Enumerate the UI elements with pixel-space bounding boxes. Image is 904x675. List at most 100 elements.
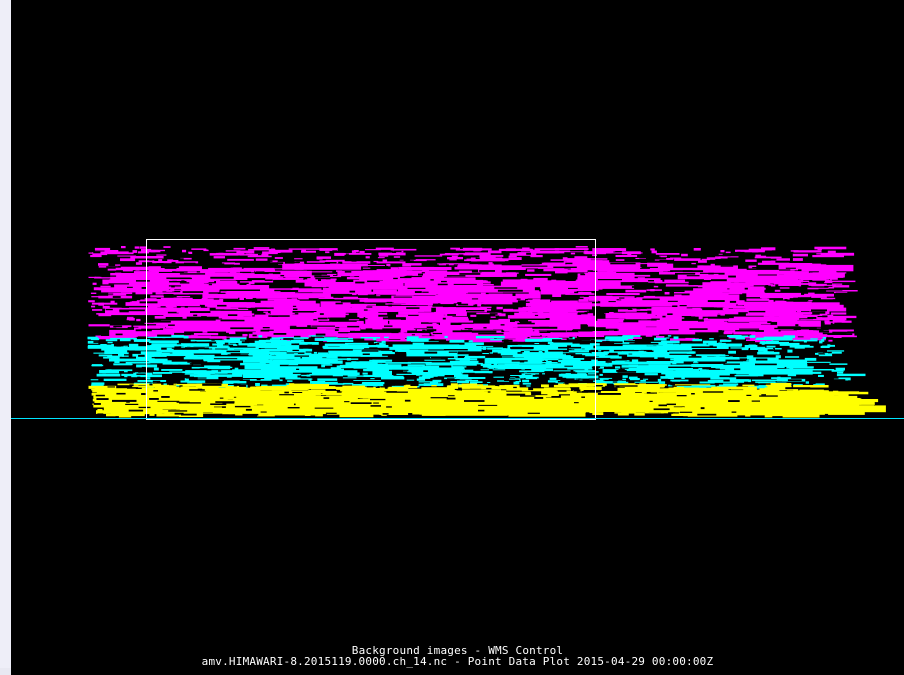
data-gap-dash [432, 305, 445, 307]
magenta-observation-patch [270, 309, 293, 316]
cyan-observation-dash [285, 378, 313, 380]
magenta-observation-dash [706, 257, 721, 259]
magenta-observation-patch [641, 315, 671, 320]
magenta-observation-patch [803, 331, 824, 339]
magenta-observation-patch [335, 303, 368, 307]
magenta-observation-dash [455, 248, 469, 251]
yellow-observation-dash [177, 384, 189, 386]
magenta-observation-dash [337, 253, 372, 255]
magenta-observation-dash [353, 279, 368, 283]
cyan-observation-dash [522, 351, 530, 353]
data-gap-dash [168, 324, 175, 326]
data-gap-dash [389, 369, 409, 371]
point-data-plot-area[interactable]: Background images - WMS Control amv.HIMA… [11, 0, 904, 675]
magenta-observation-dash [828, 286, 835, 289]
yellow-observation-dash [837, 391, 869, 395]
cyan-observation-dash [110, 337, 137, 340]
magenta-observation-dash [794, 338, 816, 341]
data-gap-dash [755, 358, 768, 361]
yellow-observation-dash [742, 384, 755, 387]
data-gap-dash [227, 354, 249, 357]
data-gap-dash [478, 404, 498, 406]
data-gap-dash [245, 408, 252, 411]
data-gap-dash [314, 275, 330, 278]
magenta-observation-dash [263, 269, 275, 272]
cyan-observation-dash [98, 354, 113, 357]
magenta-observation-dash [825, 311, 830, 315]
data-gap-dash [172, 271, 176, 273]
data-gap-dash [383, 329, 400, 331]
cyan-observation-dash [542, 338, 563, 340]
magenta-observation-patch [672, 267, 738, 273]
data-gap-dash [542, 360, 547, 362]
selection-rectangle[interactable] [146, 239, 596, 420]
cyan-observation-dash [222, 381, 234, 384]
magenta-observation-patch [657, 320, 724, 327]
data-gap-dash [280, 275, 285, 277]
cyan-observation-dash [521, 373, 526, 376]
magenta-observation-patch [575, 285, 635, 289]
cyan-observation-dash [330, 338, 353, 340]
cyan-observation-patch [136, 356, 154, 361]
data-gap-dash [106, 266, 121, 268]
yellow-observation-dash [310, 389, 326, 392]
magenta-observation-dash [831, 315, 857, 319]
magenta-observation-dash [575, 246, 588, 248]
data-gap-dash [292, 392, 303, 393]
magenta-observation-dash [587, 335, 602, 337]
cyan-observation-dash [185, 355, 198, 358]
magenta-observation-dash [725, 302, 741, 305]
magenta-observation-dash [437, 263, 470, 265]
data-gap-dash [305, 262, 331, 264]
cyan-observation-patch [525, 354, 571, 359]
data-gap-dash [767, 349, 775, 352]
yellow-observation-dash [506, 387, 529, 391]
magenta-observation-dash [636, 263, 653, 265]
magenta-observation-dash [824, 280, 856, 283]
yellow-observation-patch [235, 409, 320, 416]
cyan-observation-dash [442, 373, 463, 375]
data-gap-dash [504, 379, 520, 381]
magenta-observation-patch [697, 265, 738, 269]
yellow-observation-dash [661, 411, 669, 414]
yellow-observation-dash [547, 393, 559, 396]
magenta-observation-dash [294, 258, 303, 260]
data-gap-dash [573, 389, 581, 392]
magenta-observation-patch [180, 284, 220, 290]
yellow-observation-dash [707, 395, 744, 399]
data-gap-dash [230, 327, 254, 330]
data-gap-dash [834, 322, 842, 325]
cyan-observation-dash [759, 342, 783, 344]
data-gap-dash [735, 330, 760, 332]
data-gap-dash [608, 301, 616, 303]
cyan-observation-dash [670, 358, 674, 361]
cyan-observation-dash [286, 350, 306, 353]
magenta-observation-dash [134, 246, 139, 249]
data-gap-dash [193, 314, 198, 317]
cyan-observation-dash [718, 354, 722, 356]
yellow-observation-dash [99, 389, 107, 392]
cyan-observation-patch [398, 349, 429, 352]
data-gap-dash [361, 350, 379, 352]
magenta-observation-patch [298, 295, 319, 300]
cyan-observation-dash [656, 342, 668, 346]
cyan-observation-dash [522, 379, 530, 383]
data-gap-dash [319, 313, 324, 315]
data-gap-dash [700, 407, 705, 410]
yellow-observation-dash [461, 383, 468, 387]
data-gap-dash [709, 259, 716, 262]
data-gap-dash [160, 251, 168, 253]
magenta-observation-dash [91, 296, 110, 298]
data-gap-dash [370, 266, 389, 268]
cyan-observation-patch [664, 370, 718, 373]
data-gap-dash [767, 258, 777, 261]
data-gap-dash [262, 327, 270, 329]
data-gap-dash [339, 381, 363, 383]
data-gap-dash [105, 308, 113, 311]
data-gap-dash [93, 403, 101, 405]
yellow-observation-patch [486, 403, 562, 411]
data-gap-dash [191, 255, 195, 257]
magenta-observation-dash [762, 260, 776, 263]
point-data-plot[interactable] [11, 0, 904, 675]
data-gap-dash [430, 397, 448, 399]
